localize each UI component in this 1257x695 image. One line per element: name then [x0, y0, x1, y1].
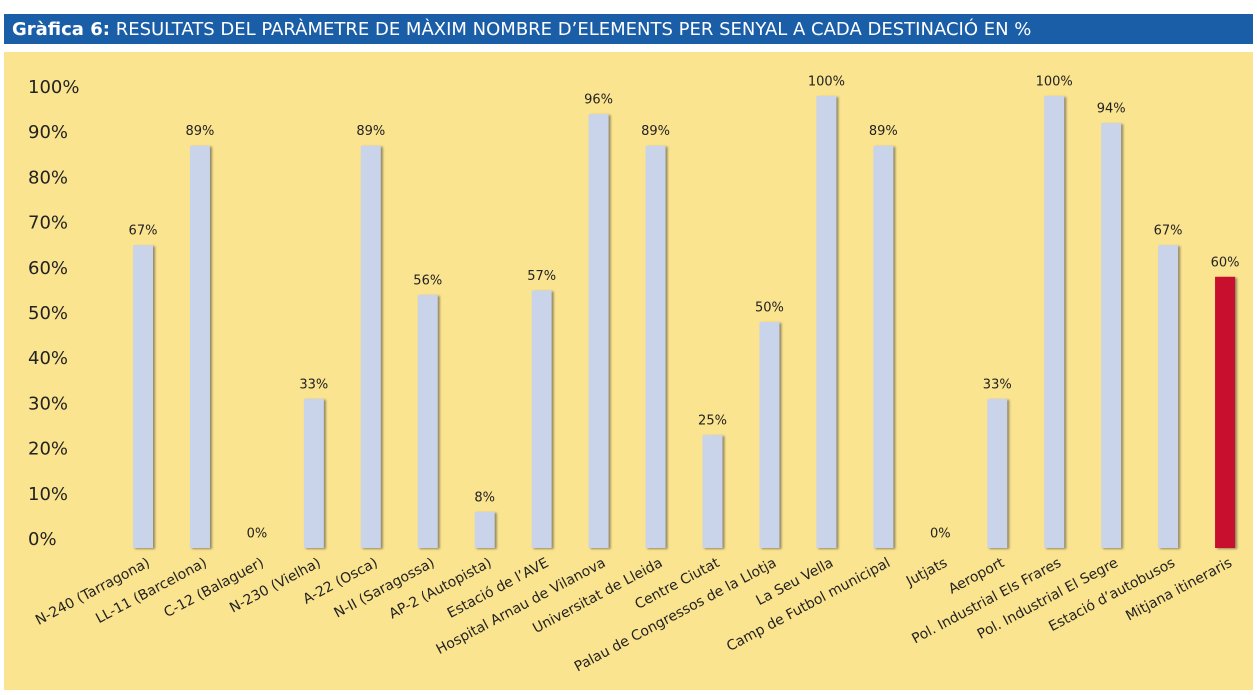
y-tick-label: 30% — [28, 393, 68, 414]
y-tick-label: 80% — [28, 167, 68, 188]
y-tick-label: 100% — [28, 77, 79, 98]
value-label: 33% — [299, 377, 328, 392]
y-tick-label: 50% — [28, 303, 68, 324]
y-tick-label: 90% — [28, 122, 68, 143]
value-label: 25% — [698, 414, 727, 429]
value-label: 50% — [755, 301, 784, 316]
value-label: 89% — [641, 124, 670, 139]
bar — [1044, 96, 1065, 548]
bar — [417, 294, 438, 548]
y-tick-label: 0% — [28, 529, 57, 550]
value-label: 89% — [185, 124, 214, 139]
bar — [645, 145, 666, 548]
value-label: 67% — [1154, 224, 1183, 239]
value-label: 60% — [1211, 255, 1240, 270]
value-label: 100% — [808, 75, 845, 90]
value-label: 0% — [930, 527, 951, 542]
title-bar — [4, 14, 1253, 44]
title-text: RESULTATS DEL PARÀMETRE DE MÀXIM NOMBRE … — [116, 18, 1032, 40]
value-label: 8% — [474, 490, 495, 505]
bar — [1158, 245, 1179, 548]
chart-title: Gràfica 6: RESULTATS DEL PARÀMETRE DE MÀ… — [12, 18, 1031, 40]
value-label: 100% — [1036, 75, 1073, 90]
bar — [702, 435, 723, 548]
value-label: 57% — [527, 269, 556, 284]
y-tick-label: 70% — [28, 213, 68, 234]
value-label: 89% — [869, 124, 898, 139]
y-tick-label: 20% — [28, 439, 68, 460]
value-label: 96% — [584, 93, 613, 108]
value-label: 56% — [413, 273, 442, 288]
bar — [1215, 276, 1236, 548]
y-tick-label: 60% — [28, 258, 68, 279]
bar — [531, 290, 552, 548]
bar — [133, 245, 153, 548]
value-label: 67% — [129, 224, 158, 239]
y-tick-label: 40% — [28, 348, 68, 369]
y-tick-label: 10% — [28, 484, 68, 505]
bar — [189, 145, 210, 548]
bar — [816, 96, 837, 548]
value-label: 94% — [1097, 102, 1126, 117]
bar — [474, 511, 495, 548]
bar — [588, 114, 609, 548]
bar — [987, 398, 1008, 548]
bar — [1101, 123, 1122, 549]
bar — [303, 398, 324, 548]
value-label: 0% — [247, 527, 268, 542]
bar — [759, 322, 780, 548]
title-prefix: Gràfica 6: — [12, 19, 110, 40]
value-label: 33% — [983, 377, 1012, 392]
bar — [873, 145, 894, 548]
bar — [360, 145, 381, 548]
value-label: 89% — [356, 124, 385, 139]
